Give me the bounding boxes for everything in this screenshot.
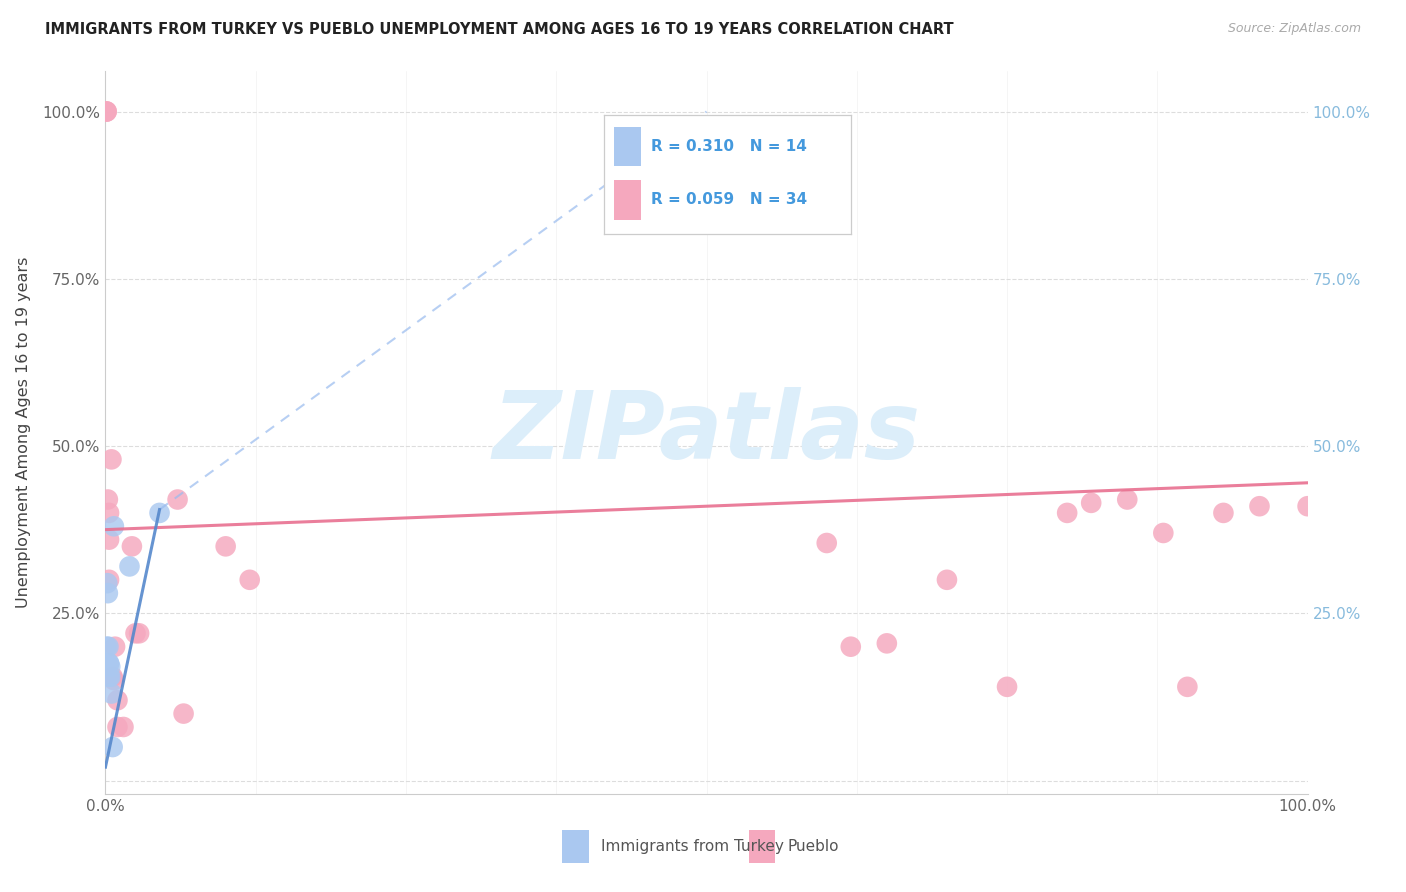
Point (107, 720, 129, 734)
Point (98, 506, 121, 520)
Text: Source: ZipAtlas.com: Source: ZipAtlas.com (1227, 22, 1361, 36)
Point (98, 657, 121, 671)
Point (100, 452, 122, 467)
Point (995, 680, 1018, 694)
Point (1056, 506, 1078, 520)
Text: Immigrants from Turkey: Immigrants from Turkey (600, 838, 783, 854)
Point (128, 626, 150, 640)
Point (103, 519, 125, 533)
Point (96, 104, 118, 119)
Point (98, 660, 121, 674)
Point (96, 640, 118, 654)
Text: ZIPatlas: ZIPatlas (492, 386, 921, 479)
Point (97, 586, 120, 600)
Point (101, 670, 124, 684)
Point (98, 670, 121, 684)
Bar (562, 830, 589, 863)
Point (936, 573, 959, 587)
Point (98, 657, 121, 671)
Point (839, 640, 862, 654)
Point (98, 670, 121, 684)
Point (96, 104, 118, 119)
Point (98, 573, 121, 587)
Point (124, 626, 146, 640)
Point (118, 559, 141, 574)
Point (1177, 680, 1199, 694)
Point (1249, 500, 1271, 514)
Point (239, 573, 262, 587)
Point (103, 673, 125, 688)
Point (1152, 526, 1174, 541)
Point (1212, 506, 1234, 520)
Point (148, 506, 170, 520)
Point (112, 720, 135, 734)
Point (97, 640, 120, 654)
Point (173, 706, 195, 721)
Point (1296, 500, 1319, 514)
Point (100, 687, 122, 701)
Point (101, 740, 124, 755)
Bar (748, 830, 775, 863)
Text: IMMIGRANTS FROM TURKEY VS PUEBLO UNEMPLOYMENT AMONG AGES 16 TO 19 YEARS CORRELAT: IMMIGRANTS FROM TURKEY VS PUEBLO UNEMPLO… (45, 22, 953, 37)
Point (97, 492, 120, 507)
Text: Pueblo: Pueblo (787, 838, 838, 854)
Point (1116, 492, 1139, 507)
Point (1080, 496, 1102, 510)
Point (94, 104, 117, 119)
Point (166, 492, 188, 507)
Point (104, 640, 127, 654)
Point (96, 576, 118, 591)
Point (121, 539, 143, 553)
Point (876, 636, 898, 650)
Y-axis label: Unemployment Among Ages 16 to 19 years: Unemployment Among Ages 16 to 19 years (17, 257, 31, 608)
Point (214, 539, 236, 553)
Point (815, 536, 838, 550)
Point (107, 693, 129, 707)
Point (98, 533, 121, 547)
